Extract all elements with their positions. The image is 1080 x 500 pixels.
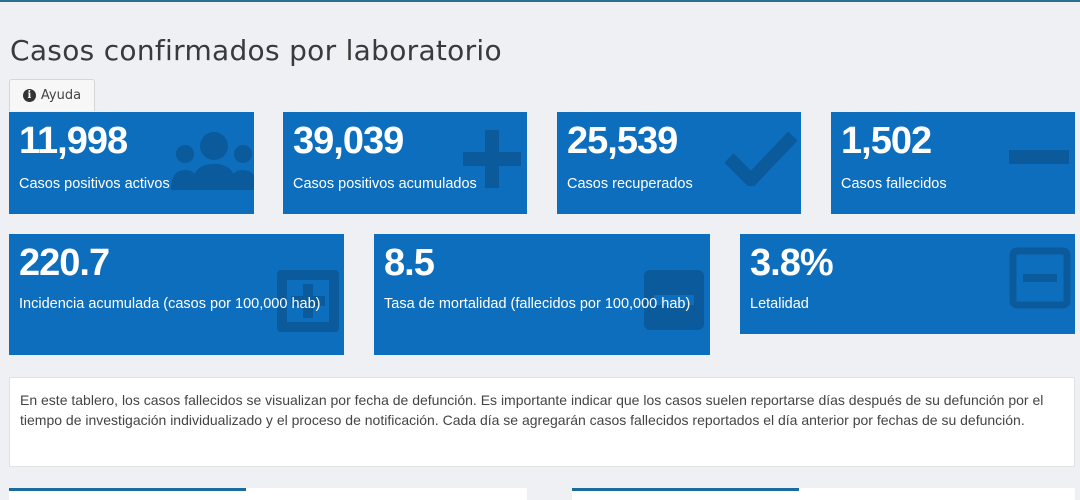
card-value: 11,998 xyxy=(19,120,128,162)
card-value: 8.5 xyxy=(384,242,435,284)
card-label: Casos recuperados xyxy=(567,176,693,192)
card-value: 220.7 xyxy=(19,242,110,284)
top-border xyxy=(0,0,1080,2)
panel-accent xyxy=(9,488,246,491)
card-label: Casos positivos activos xyxy=(19,176,170,192)
card-recovered: 25,539 Casos recuperados xyxy=(557,112,801,214)
page-title: Casos confirmados por laboratorio xyxy=(10,34,502,67)
help-button[interactable]: i Ayuda xyxy=(9,79,95,111)
minus-square-outline-icon xyxy=(1009,247,1071,309)
note-text: En este tablero, los casos fallecidos se… xyxy=(20,392,1044,428)
card-label: Letalidad xyxy=(750,296,809,312)
bottom-panel-left xyxy=(9,488,527,500)
card-value: 3.8% xyxy=(750,242,834,284)
panel-accent xyxy=(572,488,799,491)
card-active-cases: 11,998 Casos positivos activos xyxy=(9,112,254,214)
card-incidence: 220.7 Incidencia acumulada (casos por 10… xyxy=(9,234,344,355)
card-value: 39,039 xyxy=(293,120,404,162)
card-value: 25,539 xyxy=(567,120,678,162)
card-deceased: 1,502 Casos fallecidos xyxy=(831,112,1075,214)
plus-square-icon xyxy=(277,270,339,332)
info-icon: i xyxy=(22,89,36,102)
help-label: Ayuda xyxy=(40,88,82,103)
minus-square-icon xyxy=(644,270,704,330)
bottom-panel-right xyxy=(572,488,1075,500)
card-lethality: 3.8% Letalidad xyxy=(740,234,1075,334)
card-label: Incidencia acumulada (casos por 100,000 … xyxy=(19,296,321,312)
card-label: Casos positivos acumulados xyxy=(293,176,477,192)
card-mortality-rate: 8.5 Tasa de mortalidad (fallecidos por 1… xyxy=(374,234,710,355)
card-value: 1,502 xyxy=(841,120,932,162)
plus-icon xyxy=(463,130,521,188)
check-icon xyxy=(725,131,797,186)
card-label: Casos fallecidos xyxy=(841,176,947,192)
card-label: Tasa de mortalidad (fallecidos por 100,0… xyxy=(384,296,691,312)
users-icon xyxy=(171,132,254,190)
card-cumulative-cases: 39,039 Casos positivos acumulados xyxy=(283,112,527,214)
info-note: En este tablero, los casos fallecidos se… xyxy=(9,377,1075,467)
minus-icon xyxy=(1009,150,1069,164)
